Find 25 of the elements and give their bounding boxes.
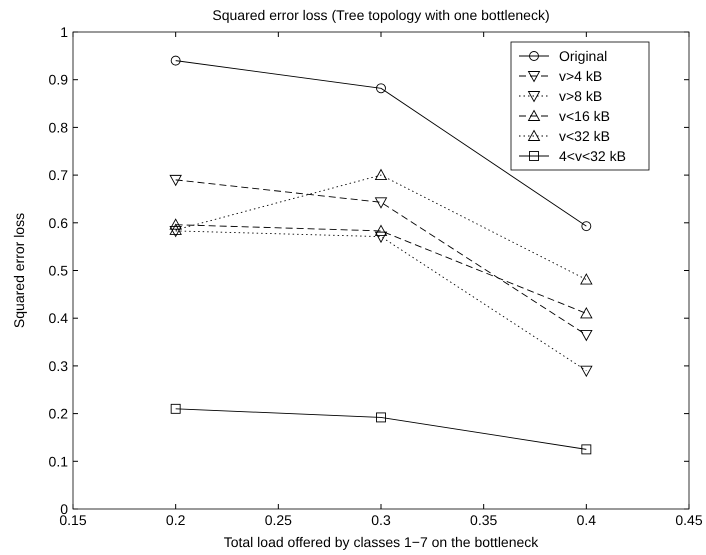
- legend-label: 4<v<32 kB: [559, 148, 626, 164]
- legend-label: v>4 kB: [559, 68, 602, 84]
- legend-label: v<32 kB: [559, 128, 610, 144]
- x-tick-label: 0.2: [166, 512, 186, 528]
- y-tick-label: 0.8: [48, 119, 68, 136]
- legend-label: v>8 kB: [559, 88, 602, 104]
- y-tick-label: 0.5: [48, 262, 68, 278]
- y-tick-label: 0.1: [48, 453, 68, 470]
- y-tick-label: 0.7: [48, 167, 68, 184]
- x-tick-label: 0.35: [470, 512, 498, 528]
- y-tick-label: 0.4: [48, 310, 68, 326]
- y-tick-label: 0.3: [48, 358, 68, 374]
- x-tick-label: 0.25: [264, 512, 292, 528]
- legend-label: Original: [559, 48, 608, 64]
- y-axis-title: Squared error loss: [11, 212, 27, 328]
- x-tick-label: 0.45: [675, 512, 703, 528]
- chart-title: Squared error loss (Tree topology with one bottleneck): [212, 7, 550, 23]
- y-tick-label: 0.2: [48, 406, 68, 422]
- y-tick-label: 0.9: [48, 72, 68, 88]
- legend-label: v<16 kB: [559, 108, 610, 124]
- x-axis-title: Total load offered by classes 1−7 on the bottleneck: [224, 534, 540, 550]
- y-tick-label: 0.6: [48, 214, 68, 231]
- x-tick-label: 0.4: [576, 512, 596, 528]
- x-tick-label: 0.3: [371, 512, 391, 528]
- y-tick-label: 1: [60, 24, 68, 40]
